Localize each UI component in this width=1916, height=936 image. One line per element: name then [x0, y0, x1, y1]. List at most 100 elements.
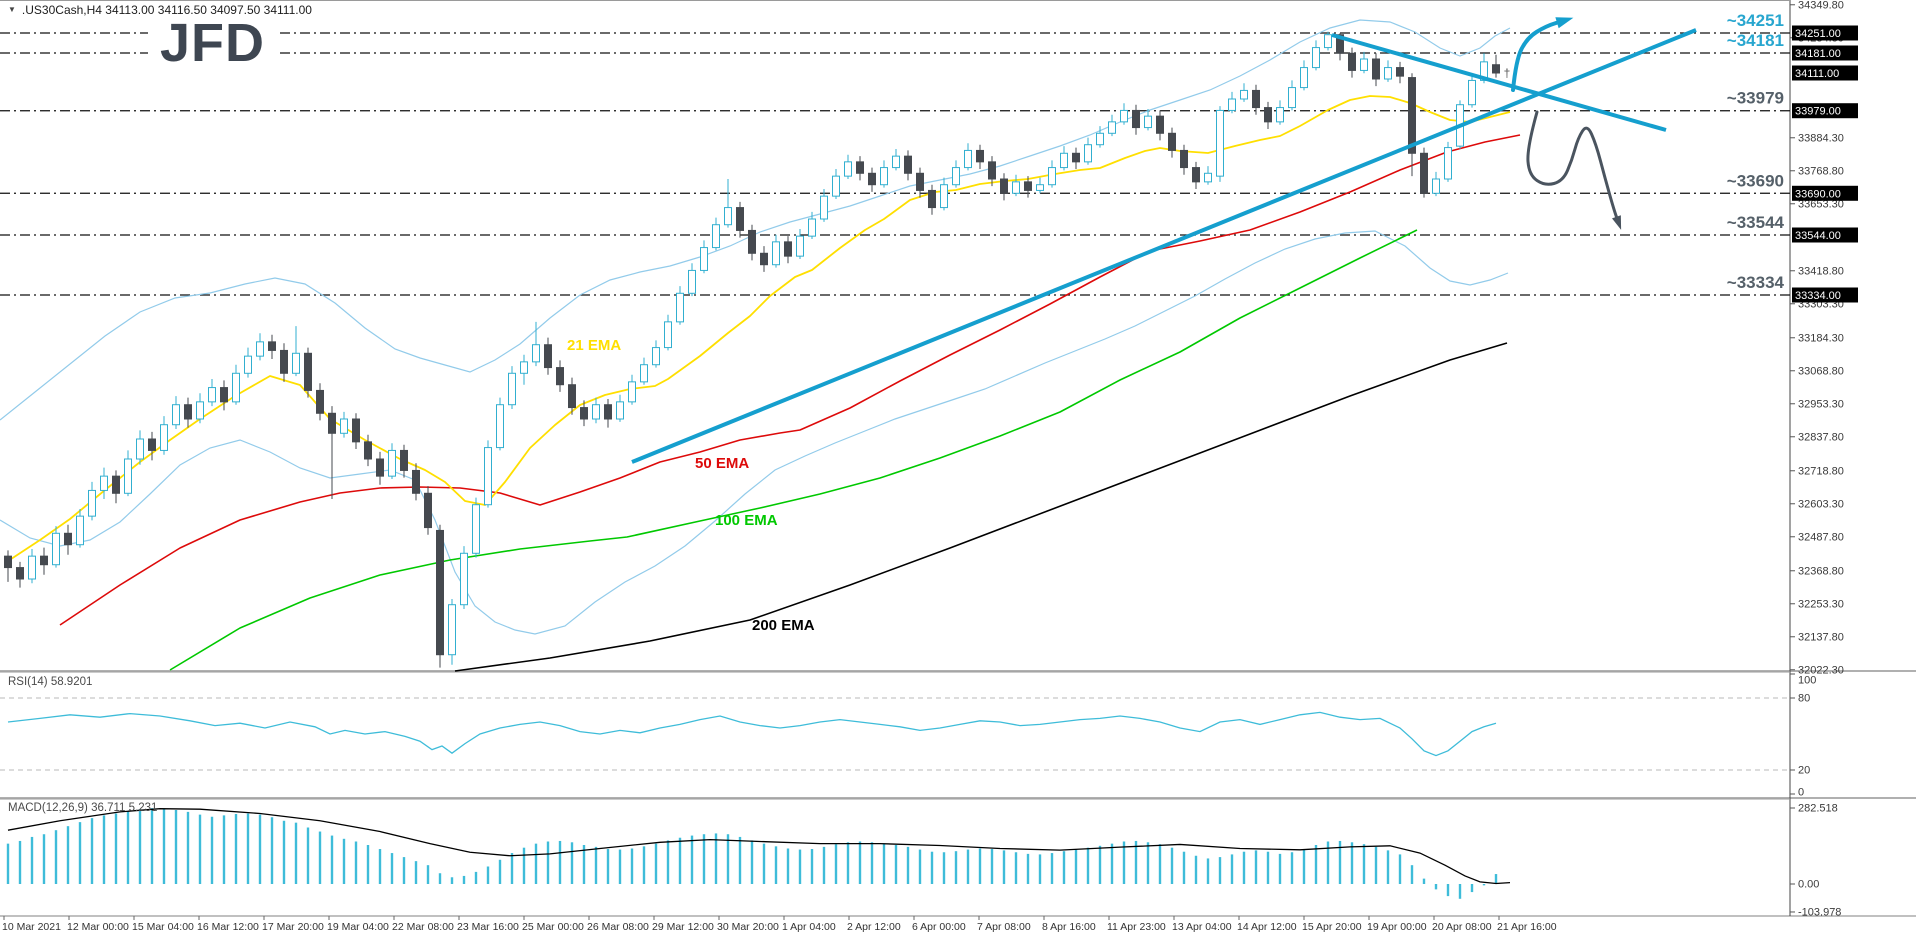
rsi-axis-tick: 100	[1798, 675, 1816, 687]
rsi-axis-tick: 80	[1798, 693, 1810, 705]
last-bar-marker: †	[1504, 66, 1511, 80]
macd-axis-tick: 282.518	[1798, 802, 1838, 814]
time-label: 19 Mar 04:00	[327, 921, 389, 933]
bull-scenario-arrow-head	[1555, 17, 1574, 29]
ema-lines: 200 EMA 100 EMA 50 EMA 21 EMA	[4, 95, 1521, 672]
price-box	[1792, 45, 1858, 61]
price-box-value: 33690.00	[1795, 188, 1841, 200]
price-tick: 32603.30	[1798, 498, 1844, 510]
rsi-axis-tick: 20	[1798, 765, 1810, 777]
rsi-panel: 100 80 20 0	[0, 673, 1816, 799]
price-box	[1792, 65, 1858, 81]
price-tick: 32837.80	[1798, 431, 1844, 443]
ema-line-100-ema	[169, 229, 1418, 671]
ema-label-100-ema: 100 EMA	[715, 512, 778, 529]
price-axis[interactable]: 34349.8034234.3033884.3033768.8033653.30…	[1790, 0, 1858, 676]
time-label: 17 Mar 20:00	[262, 921, 324, 933]
symbol-title: ▼ .US30Cash,H4 34113.00 34116.50 34097.50…	[8, 3, 312, 17]
price-tick: 33184.30	[1798, 332, 1844, 344]
time-label: 14 Apr 12:00	[1237, 921, 1297, 933]
ema-label-50-ema: 50 EMA	[695, 455, 749, 472]
time-label: 19 Apr 00:00	[1367, 921, 1427, 933]
bollinger-upper	[0, 19, 1511, 421]
trendline-2	[1331, 33, 1667, 132]
symbol-ohlc-text: .US30Cash,H4 34113.00 34116.50 34097.50 …	[21, 3, 312, 17]
time-label: 8 Apr 16:00	[1042, 921, 1096, 933]
price-box	[1792, 25, 1858, 41]
time-label: 21 Apr 16:00	[1497, 921, 1557, 933]
time-label: 13 Apr 04:00	[1172, 921, 1232, 933]
price-tick: 33653.30	[1798, 198, 1844, 210]
scenario-arrows	[1511, 17, 1622, 230]
rsi-line	[7, 711, 1497, 757]
time-axis[interactable]: 10 Mar 2021 12 Mar 00:00 15 Mar 04:00 16 Ma…	[2, 916, 1557, 933]
macd-panel: 282.518 0.00 -103.978	[6, 802, 1841, 918]
price-box-value: 33334.00	[1795, 290, 1841, 302]
time-label: 2 Apr 12:00	[847, 921, 901, 933]
level-label-34251: ~34251	[1727, 11, 1784, 30]
time-label: 15 Mar 04:00	[132, 921, 194, 933]
price-box-value: 34111.00	[1795, 68, 1839, 80]
broker-logo: JFD	[148, 16, 278, 70]
price-box-value: 33544.00	[1795, 230, 1841, 242]
price-tick: 33418.80	[1798, 265, 1844, 277]
time-label: 11 Apr 23:00	[1107, 921, 1166, 933]
time-label: 23 Mar 16:00	[457, 921, 519, 933]
ema-line-200-ema	[454, 342, 1508, 672]
level-lines	[0, 32, 1790, 296]
bear-scenario-arrow-head	[1611, 215, 1622, 230]
bollinger-bands	[0, 19, 1511, 635]
bar-marker: †	[1504, 66, 1511, 80]
bull-scenario-arrow	[1511, 18, 1568, 92]
rsi-axis-tick: 0	[1798, 787, 1804, 799]
price-box	[1792, 287, 1858, 303]
price-box	[1792, 185, 1858, 201]
price-tick: 32022.30	[1798, 664, 1844, 676]
time-label: 22 Mar 08:00	[392, 921, 454, 933]
time-label: 30 Mar 20:00	[717, 921, 779, 933]
price-tick: 32253.30	[1798, 598, 1844, 610]
bollinger-lower	[0, 230, 1509, 635]
price-box-value: 34181.00	[1795, 48, 1841, 60]
trendline-1	[631, 28, 1697, 464]
price-box-value: 34251.00	[1795, 28, 1841, 40]
price-box	[1792, 103, 1858, 119]
macd-axis-tick: -103.978	[1798, 906, 1841, 918]
price-tick: 32368.80	[1798, 565, 1844, 577]
time-label: 26 Mar 08:00	[587, 921, 649, 933]
time-label: 16 Mar 12:00	[197, 921, 259, 933]
time-label: 20 Apr 08:00	[1432, 921, 1492, 933]
level-label-33544: ~33544	[1727, 213, 1785, 232]
macd-signal-line	[7, 808, 1511, 885]
time-label: 15 Apr 20:00	[1302, 921, 1362, 933]
price-tick: 33768.80	[1798, 165, 1844, 177]
level-label-33334: ~33334	[1727, 273, 1785, 292]
level-label-34181: ~34181	[1727, 31, 1784, 50]
price-tick: 32487.80	[1798, 531, 1844, 543]
price-box-value: 33979.00	[1795, 106, 1841, 118]
time-label: 6 Apr 00:00	[912, 921, 966, 933]
price-tick: 34349.80	[1798, 0, 1844, 11]
time-label: 12 Mar 00:00	[67, 921, 129, 933]
price-box	[1792, 227, 1858, 243]
rsi-indicator-label: RSI(14) 58.9201	[8, 676, 93, 688]
time-label: 7 Apr 08:00	[977, 921, 1031, 933]
level-label-33690: ~33690	[1727, 171, 1784, 190]
ema-label-21-ema: 21 EMA	[567, 337, 621, 354]
time-label: 25 Mar 00:00	[522, 921, 584, 933]
candlestick-series	[4, 31, 1500, 668]
price-tick: 33068.80	[1798, 365, 1844, 377]
price-tick: 33884.30	[1798, 132, 1844, 144]
level-label-33979: ~33979	[1727, 89, 1784, 108]
macd-indicator-label: MACD(12,26,9) 36.711 5.231	[8, 802, 158, 814]
level-labels: ~34251~34181 ~33979 ~33690 ~33544 ~33334	[1727, 11, 1785, 292]
symbol-dropdown-icon[interactable]: ▼	[8, 5, 16, 14]
ema-line-50-ema	[59, 134, 1521, 626]
time-label: 1 Apr 04:00	[782, 921, 836, 933]
macd-axis-tick: 0.00	[1798, 879, 1819, 891]
trendlines	[631, 28, 1697, 464]
bear-scenario-arrow	[1526, 110, 1621, 226]
